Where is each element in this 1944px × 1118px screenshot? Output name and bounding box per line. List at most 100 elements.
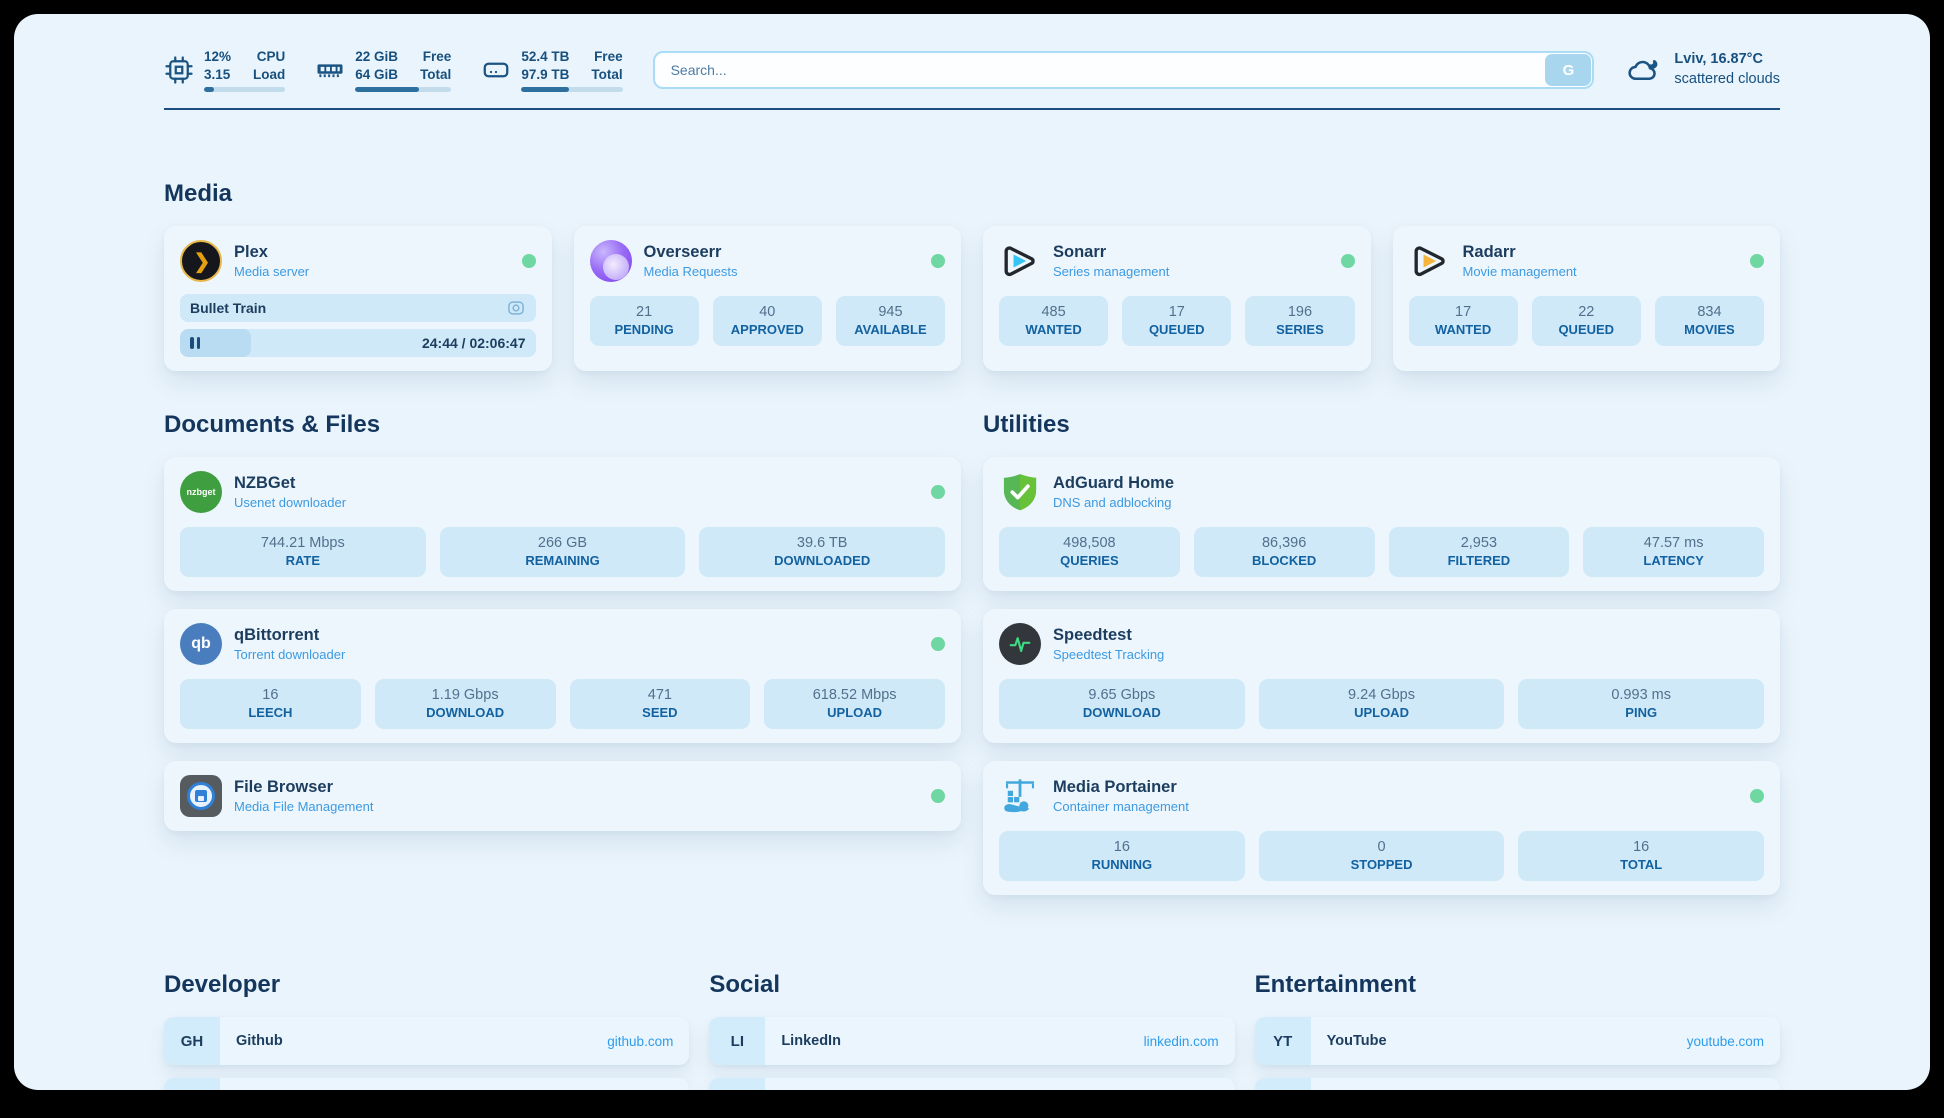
link-abbr: GH [164, 1017, 220, 1066]
app-card-speedtest[interactable]: Speedtest Speedtest Tracking 9.65 Gbps D… [983, 609, 1780, 744]
app-card-qbittorrent[interactable]: qb qBittorrent Torrent downloader 16 LEE… [164, 609, 961, 744]
section-title-media: Media [164, 180, 233, 208]
search-bar: G [652, 51, 1595, 90]
section-social: Social LI LinkedIn linkedin.com TW Twitt… [709, 971, 1235, 1090]
app-description: DNS and adblocking [1053, 495, 1172, 511]
stat-label: DOWNLOADED [774, 553, 871, 569]
app-card-adguard[interactable]: AdGuard Home DNS and adblocking 498,508 … [983, 457, 1780, 592]
app-description: Media File Management [234, 799, 374, 815]
link-row-stackoverflow[interactable]: SO StackOverflow stackoverflow.com [164, 1078, 690, 1090]
stat-label: PENDING [614, 322, 674, 338]
status-dot [1340, 254, 1355, 269]
section-title-social: Social [709, 971, 781, 999]
stat-value: 16 [262, 687, 279, 704]
system-stats: 12% 3.15 CPU Load [164, 48, 623, 93]
stat-box: 485 WANTED [999, 296, 1109, 347]
playback-progress-fill [180, 329, 252, 358]
app-description: Torrent downloader [234, 647, 346, 663]
stat-label: LATENCY [1643, 553, 1704, 569]
link-row-netflix[interactable]: NF Netflix netflix.com [1254, 1078, 1780, 1090]
stat-label: FILTERED [1447, 553, 1511, 569]
app-card-sonarr[interactable]: Sonarr Series management 485 WANTED 17 Q… [983, 226, 1371, 372]
stat-label: RATE [285, 553, 321, 569]
link-name: YouTube [1326, 1033, 1387, 1050]
status-dot [521, 254, 536, 269]
search-engine-button[interactable]: G [1545, 54, 1592, 87]
cpu-load-label: Load [253, 66, 286, 82]
stat-label: RUNNING [1091, 857, 1153, 873]
status-dot [931, 789, 945, 804]
app-description: Media server [234, 264, 310, 280]
app-card-overseerr[interactable]: Overseerr Media Requests 21 PENDING 40 A… [573, 226, 961, 372]
disk-icon [481, 55, 511, 85]
playback-time: 24:44 / 02:06:47 [421, 335, 526, 352]
stat-value: 471 [647, 687, 672, 704]
stat-box: 86,396 BLOCKED [1193, 527, 1375, 578]
section-entertainment: Entertainment YT YouTube youtube.com NF … [1254, 971, 1780, 1090]
stat-label: MOVIES [1684, 322, 1735, 338]
link-name: LinkedIn [781, 1033, 841, 1050]
stat-value: 0 [1377, 839, 1386, 856]
disk-progress-fill [521, 87, 569, 93]
memory-icon [315, 55, 345, 85]
app-name: Speedtest [1053, 626, 1132, 645]
app-card-nzbget[interactable]: nzbget NZBGet Usenet downloader 744.21 M… [164, 457, 961, 592]
disk-total-value: 97.9 TB [521, 66, 570, 82]
adguard-icon [999, 471, 1041, 513]
stat-label: QUERIES [1060, 553, 1119, 569]
stat-value: 40 [759, 304, 776, 321]
stat-label: QUEUED [1148, 322, 1205, 338]
app-description: Movie management [1462, 264, 1577, 280]
app-card-portainer[interactable]: Media Portainer Container management 16 … [983, 761, 1780, 896]
link-url: linkedin.com [1143, 1033, 1219, 1049]
cpu-progress-bar [204, 87, 286, 93]
link-row-youtube[interactable]: YT YouTube youtube.com [1254, 1017, 1780, 1066]
stat-box: 266 GB REMAINING [439, 527, 686, 578]
stat-value: 618.52 Mbps [812, 687, 897, 704]
app-card-filebrowser[interactable]: File Browser Media File Management [164, 761, 961, 832]
memory-total-value: 64 GiB [355, 66, 399, 82]
cpu-label: CPU [256, 49, 286, 64]
pause-icon[interactable] [190, 337, 200, 350]
stat-box: 21 PENDING [589, 296, 699, 347]
memory-total-label: Total [420, 66, 452, 82]
stat-box: 16 LEECH [180, 679, 361, 730]
disk-free-label: Free [594, 49, 623, 64]
section-title-utilities: Utilities [983, 411, 1070, 439]
memory-progress-fill [355, 87, 419, 93]
app-card-radarr[interactable]: Radarr Movie management 17 WANTED 22 QUE… [1392, 226, 1780, 372]
stat-value: 9.65 Gbps [1088, 687, 1156, 704]
search-input[interactable] [652, 51, 1595, 90]
link-abbr: LI [709, 1017, 766, 1066]
link-row-twitter[interactable]: TW Twitter twitter.com [709, 1078, 1235, 1090]
stat-value: 17 [1168, 304, 1185, 321]
stat-value: 16 [1633, 839, 1650, 856]
stat-box: 618.52 Mbps UPLOAD [764, 679, 945, 730]
portainer-icon [999, 775, 1041, 817]
stat-label: DOWNLOAD [426, 705, 505, 721]
stat-box: 471 SEED [569, 679, 751, 730]
link-row-linkedin[interactable]: LI LinkedIn linkedin.com [709, 1017, 1235, 1066]
app-name: Plex [234, 243, 268, 262]
link-abbr: TW [709, 1078, 766, 1090]
app-name: Radarr [1462, 243, 1516, 262]
now-playing-icon[interactable] [506, 298, 526, 318]
link-abbr: NF [1254, 1078, 1311, 1090]
stat-box: 498,508 QUERIES [999, 527, 1180, 578]
link-abbr: SO [164, 1078, 220, 1090]
stat-box: 40 APPROVED [712, 296, 822, 347]
stat-box: 2,953 FILTERED [1388, 527, 1570, 578]
stat-value: 2,953 [1460, 535, 1498, 552]
app-card-plex[interactable]: ❯ Plex Media server Bullet Train [164, 226, 552, 372]
stat-label: QUEUED [1558, 322, 1615, 338]
disk-total-label: Total [591, 66, 623, 82]
stat-box: 9.65 Gbps DOWNLOAD [999, 679, 1245, 730]
stat-label: DOWNLOAD [1082, 705, 1161, 721]
link-row-github[interactable]: GH Github github.com [164, 1017, 690, 1066]
section-title-developer: Developer [164, 971, 281, 999]
app-name: NZBGet [234, 474, 296, 493]
weather-widget: Lviv, 16.87°C scattered clouds [1624, 50, 1780, 89]
stat-value: 86,396 [1261, 535, 1307, 552]
header-divider [164, 108, 1780, 111]
stat-box: 9.24 Gbps UPLOAD [1258, 679, 1505, 730]
